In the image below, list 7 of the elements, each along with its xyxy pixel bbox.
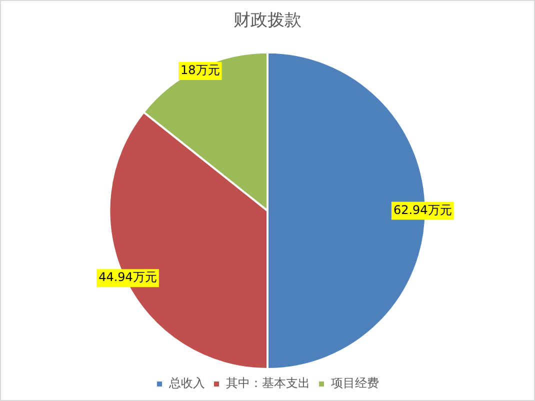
legend-label: 其中：基本支出 xyxy=(226,376,310,390)
legend-label: 项目经费 xyxy=(331,376,379,390)
data-label: 18万元 xyxy=(180,63,220,78)
data-label: 62.94万元 xyxy=(393,202,452,217)
legend-label: 总收入 xyxy=(168,376,205,390)
data-label: 44.94万元 xyxy=(98,270,157,284)
chart-title: 财政拨款 xyxy=(234,10,302,31)
